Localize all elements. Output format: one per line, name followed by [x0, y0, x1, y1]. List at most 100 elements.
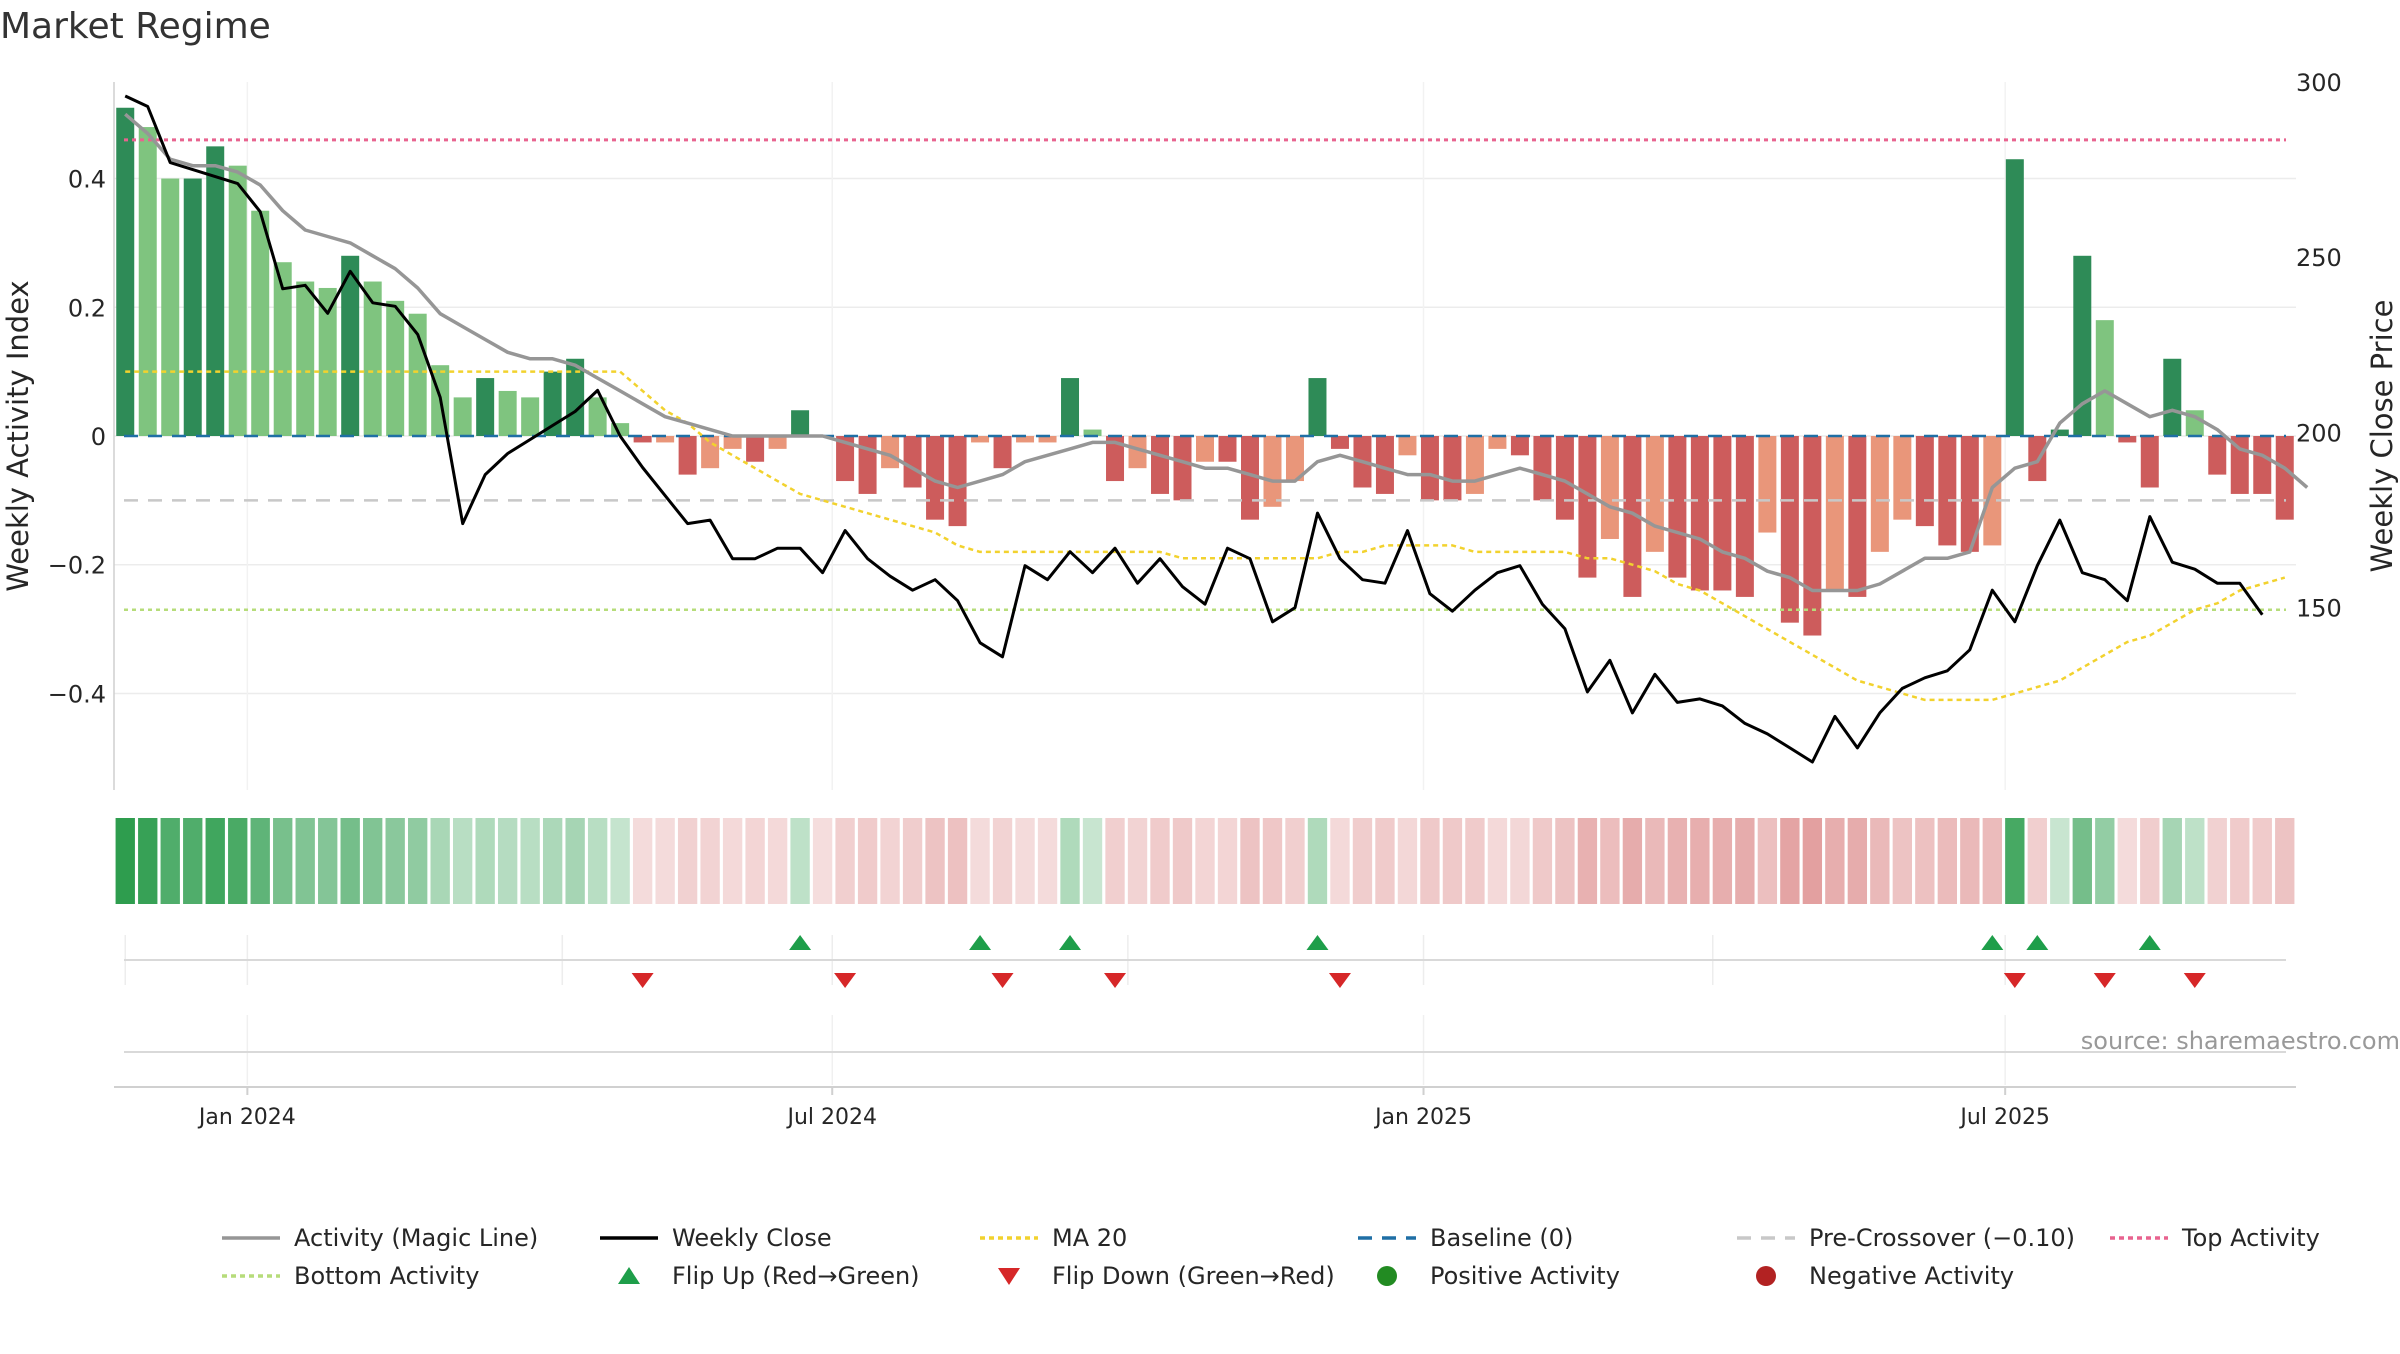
regime-cell — [2207, 818, 2227, 904]
regime-cell — [1510, 818, 1530, 904]
activity-bar — [363, 281, 382, 436]
chart-title: Market Regime — [0, 6, 271, 47]
legend-label: Baseline (0) — [1430, 1224, 1573, 1252]
flip-down-marker — [2093, 973, 2116, 988]
activity-bar — [1151, 436, 1170, 494]
regime-cell — [992, 818, 1013, 904]
activity-bar — [453, 397, 472, 436]
activity-bar — [836, 436, 855, 482]
x-tick-label: Jul 2024 — [785, 1105, 877, 1130]
regime-cell — [1577, 818, 1598, 904]
activity-bar — [2163, 358, 2182, 436]
activity-bar — [791, 410, 810, 436]
activity-bar — [1240, 436, 1259, 520]
activity-bar — [1825, 436, 1844, 591]
x-tick-label: Jan 2025 — [1373, 1105, 1472, 1130]
regime-cell — [160, 818, 180, 904]
activity-bar — [1443, 436, 1462, 501]
regime-cell — [857, 818, 878, 904]
regime-cell — [1262, 818, 1283, 904]
legend-swatch — [998, 1268, 1020, 1285]
activity-bar — [386, 300, 405, 436]
regime-cell — [385, 818, 405, 904]
activity-bar — [1016, 436, 1035, 443]
regime-cell — [1375, 818, 1395, 904]
regime-cell — [1037, 818, 1058, 904]
regime-cell — [1307, 818, 1328, 904]
regime-cell — [1690, 818, 1710, 904]
legend-label: Bottom Activity — [294, 1262, 479, 1290]
activity-bar — [746, 436, 765, 462]
activity-bar — [1555, 436, 1574, 520]
activity-bar — [2140, 436, 2159, 488]
regime-cell — [2140, 818, 2160, 904]
regime-cell — [1757, 818, 1778, 904]
regime-cell — [115, 818, 135, 904]
activity-bar — [2118, 436, 2137, 443]
regime-cell — [1060, 818, 1080, 904]
regime-cell — [745, 818, 765, 904]
activity-bar — [948, 436, 967, 527]
regime-cell — [340, 818, 360, 904]
magic-line — [124, 112, 2309, 593]
activity-bar — [206, 146, 225, 436]
legend-label: Flip Up (Red→Green) — [672, 1262, 920, 1290]
regime-cell — [1712, 818, 1733, 904]
activity-bar — [1848, 436, 1867, 597]
y-left-tick-label: −0.2 — [48, 552, 106, 580]
activity-bar — [1083, 429, 1102, 436]
y-left-tick-label: −0.4 — [48, 680, 106, 708]
flip-up-marker — [1059, 935, 1082, 950]
activity-bar — [228, 165, 247, 436]
regime-cell — [1150, 818, 1170, 904]
y-left-tick-label: 0.2 — [68, 294, 106, 322]
x-tick-label: Jul 2025 — [1958, 1105, 2050, 1130]
activity-bar — [1375, 436, 1394, 494]
regime-cell — [677, 818, 698, 904]
regime-cell — [2027, 818, 2047, 904]
regime-cell — [2185, 818, 2205, 904]
activity-bar — [1330, 436, 1349, 449]
activity-bar — [1420, 436, 1439, 501]
activity-bar — [251, 210, 270, 436]
regime-cell — [1172, 818, 1193, 904]
regime-cell — [497, 818, 518, 904]
activity-bar — [273, 262, 292, 436]
y-left-tick-label: 0.4 — [68, 166, 106, 194]
activity-bar — [1218, 436, 1237, 462]
regime-cell — [1285, 818, 1305, 904]
regime-cell — [1802, 818, 1823, 904]
regime-cell — [767, 818, 788, 904]
regime-cell — [363, 818, 383, 904]
regime-cell — [1645, 818, 1665, 904]
activity-bar — [1533, 436, 1552, 501]
regime-cell — [1982, 818, 2002, 904]
regime-cell — [2072, 818, 2092, 904]
activity-bar — [881, 436, 900, 469]
y-right-tick-label: 150 — [2296, 595, 2342, 623]
activity-bar — [1510, 436, 1529, 456]
regime-cell — [970, 818, 990, 904]
activity-bar — [2275, 436, 2294, 520]
activity-bar — [903, 436, 922, 488]
activity-bar — [723, 436, 742, 449]
activity-bar — [2005, 159, 2024, 436]
regime-cell — [273, 818, 293, 904]
activity-bar — [116, 107, 135, 436]
regime-cell — [1397, 818, 1418, 904]
regime-cell — [295, 818, 315, 904]
flip-down-marker — [2183, 973, 2206, 988]
regime-cell — [1442, 818, 1463, 904]
activity-bar — [138, 127, 157, 437]
activity-bar — [1196, 436, 1214, 462]
regime-cell — [902, 818, 923, 904]
activity-bar — [1308, 378, 1327, 436]
regime-cell — [790, 818, 810, 904]
regime-cell — [835, 818, 855, 904]
flip-down-marker — [631, 973, 654, 988]
regime-cell — [1532, 818, 1553, 904]
activity-bar — [1061, 378, 1080, 436]
activity-bar — [1713, 436, 1732, 591]
flip-down-marker — [1328, 973, 1351, 988]
regime-cell — [520, 818, 540, 904]
